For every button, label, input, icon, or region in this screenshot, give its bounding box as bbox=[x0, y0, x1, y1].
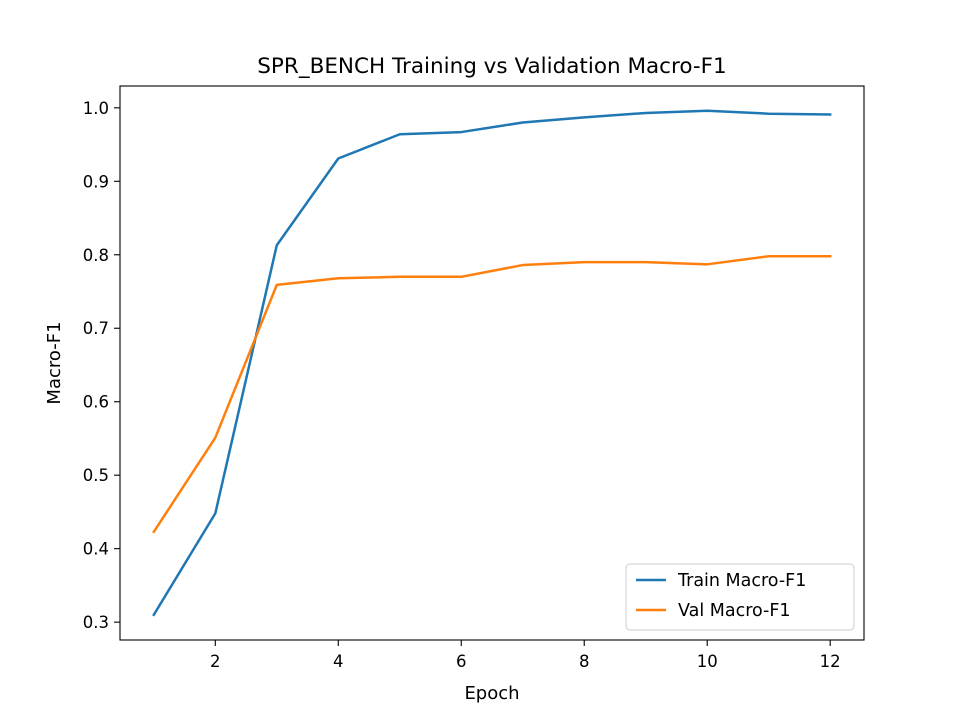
x-tick-label: 6 bbox=[456, 652, 467, 671]
x-tick-label: 10 bbox=[697, 652, 718, 671]
y-tick-label: 1.0 bbox=[83, 99, 109, 118]
legend-label: Train Macro-F1 bbox=[677, 571, 806, 591]
y-axis-label: Macro-F1 bbox=[44, 321, 65, 404]
y-tick-label: 0.6 bbox=[83, 393, 109, 412]
legend-label: Val Macro-F1 bbox=[678, 601, 791, 621]
y-tick-label: 0.5 bbox=[83, 466, 109, 485]
x-axis-label: Epoch bbox=[464, 683, 519, 704]
series-lines bbox=[152, 109, 832, 617]
legend-box bbox=[625, 563, 855, 631]
x-tick-label: 4 bbox=[333, 652, 344, 671]
series-line-val bbox=[152, 254, 832, 534]
chart-title: SPR_BENCH Training vs Validation Macro-F… bbox=[257, 54, 726, 79]
axes-frame bbox=[119, 85, 865, 641]
y-tick-label: 0.7 bbox=[83, 319, 109, 338]
x-tick-label: 12 bbox=[820, 652, 841, 671]
y-tick-label: 0.3 bbox=[83, 613, 109, 632]
y-axis-ticks: 0.3 0.4 0.5 0.6 0.7 0.8 0.9 1.0 bbox=[83, 99, 120, 632]
y-tick-label: 0.9 bbox=[83, 172, 109, 191]
x-axis-ticks: 2 4 6 8 10 12 bbox=[210, 640, 841, 671]
plot-area bbox=[120, 86, 864, 640]
y-tick-label: 0.4 bbox=[83, 540, 109, 559]
x-tick-label: 8 bbox=[579, 652, 590, 671]
legend: Train Macro-F1 Val Macro-F1 bbox=[625, 563, 855, 631]
series-line-train bbox=[152, 109, 832, 617]
x-tick-label: 2 bbox=[210, 652, 221, 671]
y-tick-label: 0.8 bbox=[83, 246, 109, 265]
